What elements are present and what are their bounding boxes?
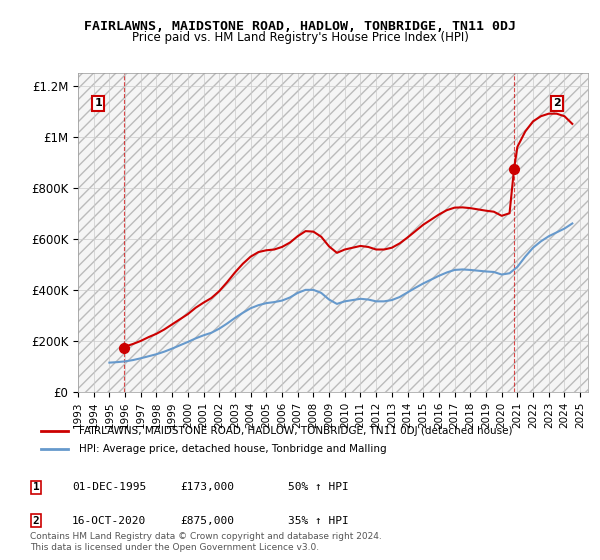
Text: Price paid vs. HM Land Registry's House Price Index (HPI): Price paid vs. HM Land Registry's House … <box>131 31 469 44</box>
Text: Contains HM Land Registry data © Crown copyright and database right 2024.
This d: Contains HM Land Registry data © Crown c… <box>30 532 382 552</box>
Text: 1: 1 <box>32 482 40 492</box>
Text: 2: 2 <box>553 99 560 109</box>
Text: £173,000: £173,000 <box>180 482 234 492</box>
Text: £875,000: £875,000 <box>180 516 234 526</box>
Text: 2: 2 <box>32 516 40 526</box>
Text: 01-DEC-1995: 01-DEC-1995 <box>72 482 146 492</box>
Text: 1: 1 <box>95 99 102 109</box>
Text: 50% ↑ HPI: 50% ↑ HPI <box>288 482 349 492</box>
Text: 35% ↑ HPI: 35% ↑ HPI <box>288 516 349 526</box>
Text: HPI: Average price, detached house, Tonbridge and Malling: HPI: Average price, detached house, Tonb… <box>79 445 386 454</box>
Text: FAIRLAWNS, MAIDSTONE ROAD, HADLOW, TONBRIDGE, TN11 0DJ (detached house): FAIRLAWNS, MAIDSTONE ROAD, HADLOW, TONBR… <box>79 426 512 436</box>
Text: FAIRLAWNS, MAIDSTONE ROAD, HADLOW, TONBRIDGE, TN11 0DJ: FAIRLAWNS, MAIDSTONE ROAD, HADLOW, TONBR… <box>84 20 516 32</box>
Text: 16-OCT-2020: 16-OCT-2020 <box>72 516 146 526</box>
